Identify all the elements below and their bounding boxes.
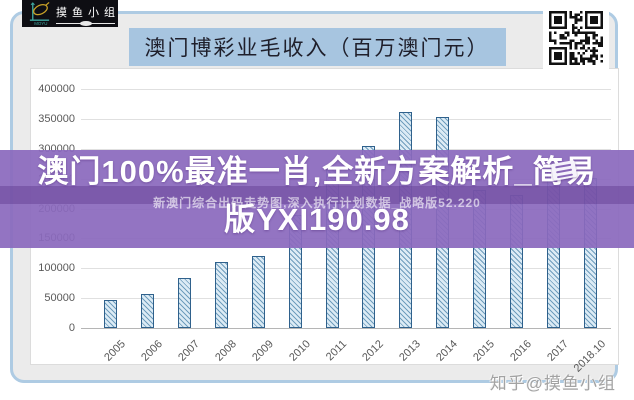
x-tick-label: 2010 (286, 338, 313, 364)
qr-code (543, 7, 609, 69)
chart-title: 澳门博彩业毛收入（百万澳门元） (128, 28, 506, 66)
logo-underline (56, 21, 115, 26)
y-tick-label: 350000 (38, 112, 75, 125)
banner-dark-band (0, 186, 634, 204)
y-tick-label: 0 (68, 322, 75, 334)
promo-banner: 澳门100%最准一肖,全新方案解析_简易 新澳门综合出码走势图,深入执行计划数据… (0, 150, 634, 248)
x-tick-label: 2015 (471, 338, 498, 364)
gridline (81, 118, 611, 120)
brand-name: 摸鱼小组 (56, 7, 120, 19)
gridline (81, 298, 611, 300)
svg-text:MOYU: MOYU (34, 21, 47, 26)
fish-axis-logo-icon: MOYU (27, 1, 52, 26)
y-tick-label: 100000 (38, 262, 75, 275)
x-tick-label: 2008 (212, 338, 239, 364)
bar-2006 (140, 293, 154, 328)
bar-2007 (177, 277, 191, 328)
x-tick-label: 2011 (324, 338, 350, 364)
gridline (81, 148, 611, 150)
x-tick-label: 2016 (508, 338, 535, 364)
banner-headline-line1: 澳门100%最准一肖,全新方案解析_简易 (37, 154, 597, 189)
x-tick-label: 2012 (360, 338, 387, 364)
brand-logo: MOYU 摸鱼小组 (22, 0, 118, 27)
qr-code-svg (549, 11, 603, 65)
bar-2009 (251, 256, 265, 328)
x-axis-line (81, 328, 611, 329)
x-tick-label: 2007 (175, 338, 202, 364)
chart-title-row: 澳门博彩业毛收入（百万澳门元） (0, 28, 634, 66)
y-tick-label: 50000 (44, 292, 75, 305)
x-tick-label: 2005 (102, 338, 128, 364)
banner-headline-line2: 版YXI190.98 (224, 202, 410, 237)
gridline (81, 268, 611, 270)
x-tick-label: 2017 (545, 338, 571, 364)
bar-2005 (104, 299, 117, 328)
watermark: 知乎@摸鱼小组 (489, 374, 616, 393)
x-tick-label: 2006 (139, 338, 165, 364)
banner-subtext: 新澳门综合出码走势图,深入执行计划数据_战略版52.220 (153, 196, 481, 210)
x-tick-label: 2013 (397, 338, 424, 364)
bar-2008 (214, 262, 228, 328)
x-tick-label: 2014 (434, 338, 461, 364)
y-tick-label: 400000 (38, 83, 75, 95)
gridline (81, 89, 611, 90)
x-tick-label: 2009 (249, 338, 276, 364)
